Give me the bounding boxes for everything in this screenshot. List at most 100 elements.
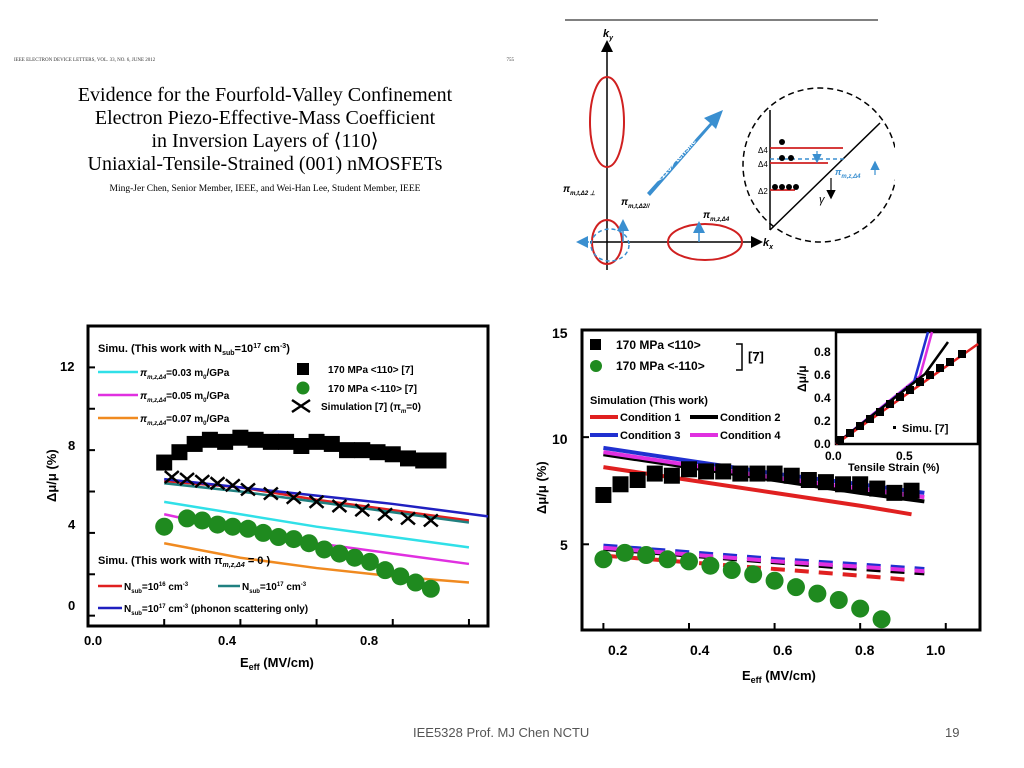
inset-xlabel: Tensile Strain (%)	[848, 462, 940, 474]
inset-data-marks	[836, 350, 966, 444]
legend-condition-3: Condition 3	[590, 430, 681, 442]
data-point-square	[766, 465, 783, 482]
data-point-square	[646, 465, 663, 482]
svg-text:Condition 3: Condition 3	[620, 430, 681, 442]
right-legend-exp-110: 170 MPa <110>	[590, 338, 701, 352]
right-ytick-label: 5	[560, 537, 568, 553]
inset-ytick-label: 0.0	[814, 437, 831, 451]
left-ytick-label: 0	[68, 598, 75, 613]
left-chart: Δμ/μ (%) Eeff (MV/cm) Simu. (This work w…	[44, 324, 490, 672]
left-xtick-label: 0.8	[360, 633, 378, 648]
inset-ytick-label: 0.4	[814, 391, 831, 405]
svg-text:Nsub=1017 cm-3: Nsub=1017 cm-3	[242, 582, 307, 595]
right-legend-ref: [7]	[748, 349, 764, 364]
data-point-x	[209, 476, 226, 491]
data-point-square	[201, 431, 218, 448]
svg-text:170 MPa <110> [7]: 170 MPa <110> [7]	[328, 365, 414, 376]
inset-xtick-label: 0.5	[896, 449, 913, 463]
data-point-square	[430, 452, 447, 469]
data-point-square	[903, 482, 920, 499]
left-legend-title: Simu. (This work with Nsub=1017 cm-3)	[98, 343, 290, 357]
delta4-upper-label: Δ4	[758, 146, 768, 155]
title-line-2: Electron Piezo-Effective-Mass Coefficien…	[94, 107, 436, 129]
inset-legend-mark	[893, 426, 896, 429]
left-ytick-label: 4	[68, 517, 76, 532]
data-point-circle	[299, 534, 318, 553]
paper-journal-header: IEEE ELECTRON DEVICE LETTERS, VOL. 33, N…	[14, 58, 514, 63]
data-point-square	[800, 472, 817, 488]
data-point-square	[217, 433, 234, 450]
data-point-x	[263, 486, 279, 501]
data-point-circle	[330, 544, 349, 563]
data-point-square	[339, 442, 356, 459]
left-series-marks	[155, 429, 447, 598]
valley-ellipse-vertical	[589, 76, 625, 168]
data-point-square	[171, 444, 188, 461]
data-point-square	[384, 446, 401, 463]
data-point-square	[369, 444, 386, 461]
k-space-diagram: ky kx <110> tensile πm,t,Δ2 ⊥ πm,t,Δ2// …	[563, 19, 895, 270]
left-xlabel: Eeff (MV/cm)	[240, 655, 314, 672]
data-point-square	[400, 450, 416, 467]
data-point-square	[612, 476, 629, 493]
data-point-circle	[406, 573, 425, 592]
inset-data-point	[836, 436, 844, 444]
data-point-square	[732, 465, 749, 482]
electron-dot	[793, 184, 799, 190]
left-xtick-label: 0.0	[84, 633, 102, 648]
data-point-square	[749, 465, 766, 482]
data-point-square	[308, 433, 325, 450]
data-point-circle	[391, 567, 410, 586]
data-point-circle	[722, 561, 741, 579]
data-point-x	[163, 470, 180, 484]
pi-par-label: πm,t,Δ2//	[621, 197, 651, 210]
electron-dot	[772, 184, 778, 190]
inset-ylabel: Δμ/μ	[795, 365, 809, 392]
data-point-circle	[615, 543, 634, 562]
data-point-x	[377, 507, 393, 522]
right-xtick-label: 0.4	[690, 642, 710, 658]
inset-legend: Simu. [7]	[902, 423, 949, 435]
data-point-circle	[254, 523, 273, 542]
electron-dot	[779, 184, 785, 190]
inset-ytick-label: 0.2	[814, 414, 831, 428]
series-dashed-line-4	[603, 543, 925, 571]
gamma-label: γ	[819, 194, 826, 206]
inset-ytick-label: 0.6	[814, 368, 831, 382]
zoom-circle	[742, 87, 895, 243]
data-point-circle	[223, 517, 242, 536]
series-line-3	[163, 500, 470, 549]
data-point-circle	[744, 565, 763, 584]
data-point-circle	[594, 550, 613, 569]
right-ylabel: Δμ/μ (%)	[534, 461, 549, 514]
legend-exp-110: 170 MPa <110> [7]	[297, 363, 414, 376]
inset-data-point	[876, 408, 884, 416]
pi-perp-label: πm,t,Δ2 ⊥	[563, 184, 595, 197]
data-point-circle	[872, 610, 891, 629]
right-ytick-label: 10	[552, 431, 568, 447]
left-xtick-label: 0.4	[218, 633, 237, 648]
legend-bracket	[736, 343, 743, 371]
tensile-arrow: <110> tensile	[647, 110, 723, 196]
series-dashed-line-5	[603, 545, 925, 574]
inset-data-point	[896, 393, 904, 401]
data-point-circle	[658, 550, 677, 569]
slide-number: 19	[945, 725, 960, 740]
right-xtick-label: 0.8	[855, 642, 875, 658]
electron-dot	[788, 155, 794, 161]
legend-condition-2: Condition 2	[690, 412, 781, 424]
data-point-square	[715, 463, 732, 480]
data-point-circle	[239, 519, 257, 538]
kx-label: kx	[763, 237, 774, 251]
data-point-circle	[829, 591, 848, 609]
inset-data-point	[906, 386, 914, 394]
inset-data-point	[958, 350, 966, 358]
data-point-circle	[315, 540, 334, 559]
ky-label: ky	[603, 28, 614, 42]
svg-text:Condition 1: Condition 1	[620, 412, 681, 424]
data-point-square	[698, 463, 715, 480]
data-point-circle	[345, 548, 364, 567]
legend-phonon: Nsub=1017 cm-3 (phonon scattering only)	[98, 604, 308, 617]
inset-data-point	[846, 429, 854, 437]
tensile-label: <110> tensile	[653, 136, 698, 184]
